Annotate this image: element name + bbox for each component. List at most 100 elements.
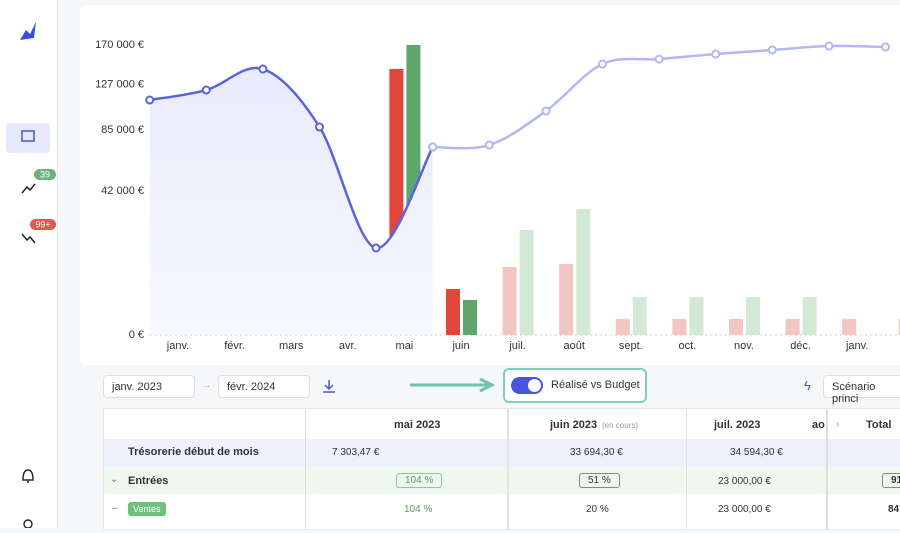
x-tick-label: nov. — [734, 340, 754, 352]
start-date[interactable]: janv. 2023 — [103, 375, 195, 398]
bar — [559, 263, 574, 335]
bar — [615, 319, 630, 335]
nav-active[interactable] — [6, 123, 50, 153]
x-tick-label: avr. — [339, 340, 357, 352]
bar — [785, 319, 800, 335]
chart: 0 € 42 000 € 85 000 € 127 000 € 170 000 € jan… — [95, 39, 900, 352]
end-date-text: févr. 2024 — [227, 381, 276, 393]
bar — [446, 289, 460, 335]
cell: 23 000,00 € — [718, 476, 771, 487]
icon-settings[interactable] — [23, 519, 33, 529]
scenario-text: Scénario princi — [832, 381, 876, 405]
badge-text: 39 — [40, 169, 50, 179]
x-tick-label: juil. — [508, 340, 526, 352]
line-point — [767, 45, 777, 55]
bolt-icon: ϟ — [804, 378, 811, 393]
x-tick-label: août — [563, 340, 584, 352]
table: mai 2023 juin 2023 (en cours) juil. 2023… — [103, 408, 900, 530]
icon-up[interactable] — [21, 183, 36, 194]
line-area — [149, 67, 433, 336]
row-bg — [104, 439, 900, 466]
icon-down[interactable] — [21, 233, 36, 244]
x-tick-label: mai — [396, 340, 414, 352]
sidebar: 39 99+ — [0, 0, 58, 529]
x-tick-label: oct. — [679, 340, 697, 352]
x-tick-label: déc. — [790, 340, 811, 352]
scenario-select[interactable]: Scénario princi — [823, 375, 900, 405]
bar — [463, 300, 477, 335]
col-header: juil. 2023 — [714, 419, 761, 431]
y-tick-label: 85 000 € — [101, 124, 144, 136]
expand-icon[interactable]: ⌄ — [110, 474, 119, 485]
chevron[interactable]: › — [836, 419, 840, 430]
col-note: (en cours) — [602, 421, 639, 430]
line-point — [315, 122, 324, 132]
toggle-switch[interactable] — [511, 377, 543, 394]
bar — [672, 319, 687, 335]
col-header: ao — [812, 419, 825, 431]
row-tag: Ventes — [128, 502, 166, 516]
row-label: Trésorerie début de mois — [128, 446, 259, 458]
line-point — [201, 85, 211, 95]
line-point — [484, 140, 494, 150]
row-label: Entrées — [128, 475, 169, 487]
line-point — [428, 142, 438, 152]
cell: 84 — [888, 504, 900, 515]
bar — [632, 297, 647, 335]
sidebar-icons: 39 99+ — [6, 22, 56, 529]
bar — [842, 319, 857, 335]
hint-arrow — [410, 377, 496, 393]
y-tick-label: 42 000 € — [101, 185, 144, 197]
badge — [30, 219, 56, 230]
cell: 104 % — [404, 504, 433, 515]
icon-chart — [21, 130, 35, 142]
cell: 104 % — [396, 473, 443, 488]
x-tick-label: juin — [451, 340, 469, 352]
bar — [519, 230, 534, 335]
x-tick-label: janv. — [845, 340, 868, 352]
line-point — [258, 64, 268, 74]
cell: 91 — [882, 473, 900, 488]
line-point — [371, 243, 381, 253]
col-header: juin 2023 — [550, 419, 598, 431]
row-bg — [104, 466, 900, 494]
start-date-text: janv. 2023 — [112, 381, 162, 393]
x-tick-label: mars — [279, 340, 304, 352]
cell: 23 000,00 € — [718, 504, 771, 515]
end-date[interactable]: févr. 2024 — [218, 375, 310, 398]
toggle-box: Réalisé vs Budget — [503, 368, 647, 403]
bar — [576, 209, 591, 335]
y-tick-label: 170 000 € — [95, 39, 144, 51]
bar — [502, 266, 517, 335]
cell: 20 % — [586, 504, 609, 515]
bar — [729, 319, 743, 335]
cell: 51 % — [579, 473, 620, 488]
cell: 34 594,30 € — [730, 447, 783, 458]
badge — [34, 169, 56, 180]
bar — [802, 297, 817, 335]
cell: 7 303,47 € — [332, 447, 380, 458]
x-tick-label: sept. — [619, 340, 643, 352]
cell: 33 694,30 € — [570, 447, 623, 458]
arrow-icon: → — [201, 379, 212, 391]
download-icon[interactable] — [320, 377, 338, 395]
toggle-label: Réalisé vs Budget — [551, 379, 640, 391]
line-point — [654, 54, 664, 64]
bar — [898, 319, 900, 335]
x-tick-label: févr. — [224, 340, 245, 352]
y-tick-label: 127 000 € — [95, 78, 144, 90]
badge-text: 99+ — [35, 219, 50, 229]
icon-bell[interactable] — [22, 469, 34, 483]
line-point — [824, 41, 834, 51]
y-tick-label: 0 € — [129, 329, 144, 341]
line-point — [711, 49, 721, 59]
dash: – — [112, 503, 118, 514]
col-header: mai 2023 — [394, 419, 441, 431]
line-point — [881, 42, 890, 52]
bar — [689, 297, 704, 335]
logo — [20, 22, 36, 40]
line-point — [145, 95, 155, 105]
x-tick-label: janv. — [166, 340, 189, 352]
col-header: Total — [866, 419, 892, 431]
